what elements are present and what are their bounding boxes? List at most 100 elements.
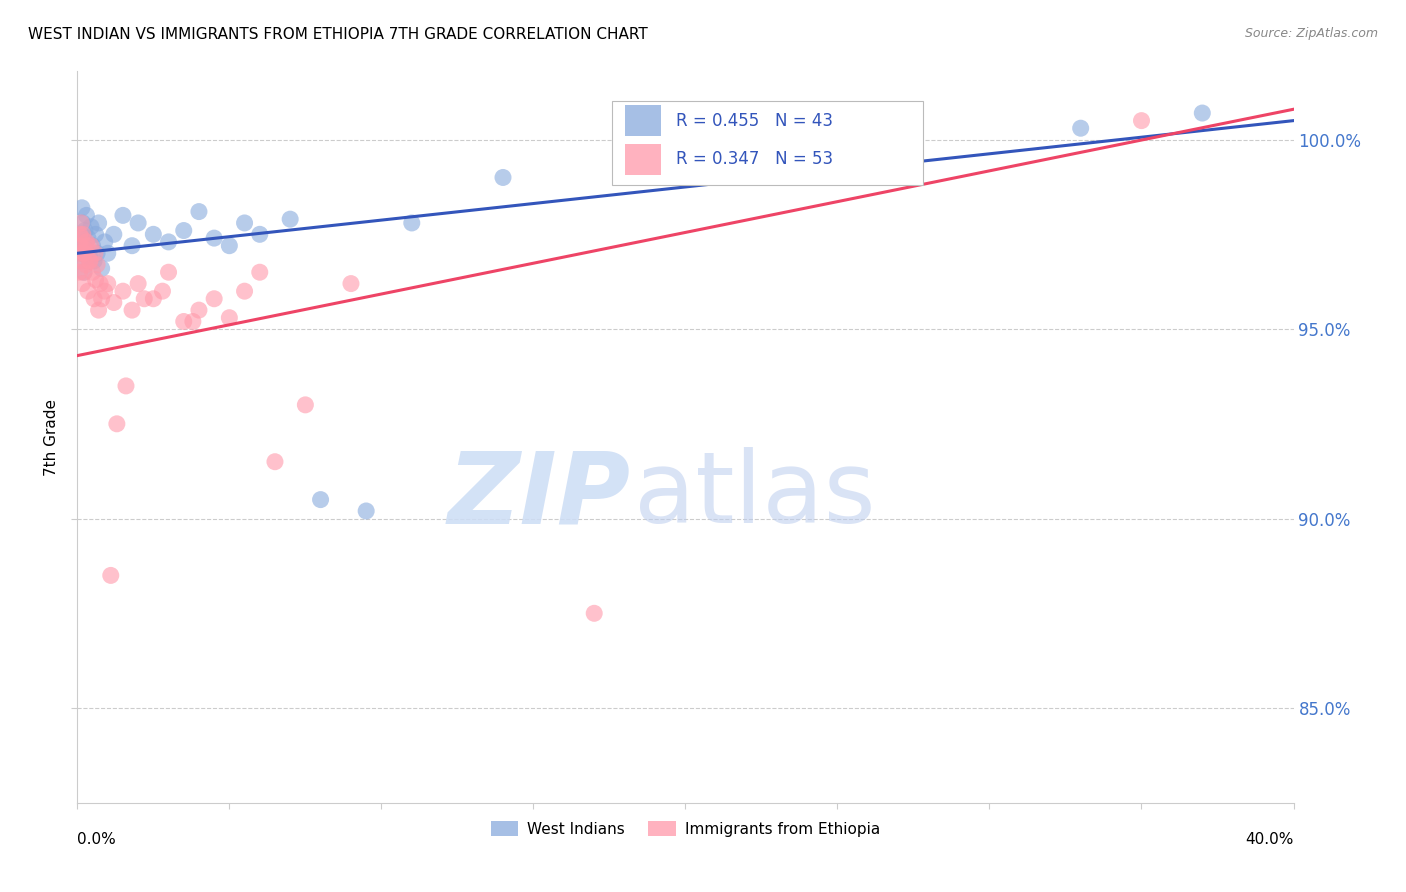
Point bbox=[70, 216, 93, 230]
Point bbox=[73, 265, 96, 279]
Legend: West Indians, Immigrants from Ethiopia: West Indians, Immigrants from Ethiopia bbox=[485, 814, 886, 843]
Point bbox=[69, 253, 91, 268]
Point bbox=[103, 227, 125, 242]
Point bbox=[157, 265, 180, 279]
Point bbox=[84, 227, 107, 242]
Point bbox=[82, 238, 104, 252]
Point bbox=[73, 223, 96, 237]
FancyBboxPatch shape bbox=[624, 105, 661, 136]
Point bbox=[121, 303, 143, 318]
Point bbox=[75, 235, 97, 249]
Text: Source: ZipAtlas.com: Source: ZipAtlas.com bbox=[1244, 27, 1378, 40]
Point bbox=[233, 216, 256, 230]
Point bbox=[72, 246, 94, 260]
Point bbox=[111, 208, 134, 222]
Point bbox=[69, 265, 91, 279]
Point bbox=[77, 231, 100, 245]
Point bbox=[249, 227, 271, 242]
Point bbox=[72, 216, 94, 230]
Point bbox=[188, 303, 211, 318]
Point bbox=[100, 568, 122, 582]
Point bbox=[90, 292, 112, 306]
Point bbox=[354, 504, 377, 518]
Point bbox=[93, 284, 115, 298]
Point bbox=[67, 246, 90, 260]
Point bbox=[142, 227, 165, 242]
Point bbox=[675, 125, 697, 139]
Point bbox=[93, 235, 115, 249]
Point bbox=[887, 113, 910, 128]
Point bbox=[309, 492, 332, 507]
Point bbox=[105, 417, 128, 431]
Point bbox=[233, 284, 256, 298]
Point bbox=[218, 310, 240, 325]
Point bbox=[97, 277, 120, 291]
Point bbox=[83, 292, 105, 306]
FancyBboxPatch shape bbox=[613, 101, 922, 185]
Text: 40.0%: 40.0% bbox=[1246, 832, 1294, 847]
Point bbox=[294, 398, 316, 412]
Point bbox=[69, 238, 91, 252]
Point bbox=[76, 238, 98, 252]
Point bbox=[79, 253, 101, 268]
Point bbox=[75, 258, 97, 272]
Point bbox=[97, 246, 120, 260]
FancyBboxPatch shape bbox=[624, 144, 661, 175]
Point bbox=[492, 170, 515, 185]
Point bbox=[218, 238, 240, 252]
Point bbox=[90, 261, 112, 276]
Point bbox=[115, 379, 138, 393]
Point bbox=[249, 265, 271, 279]
Point bbox=[89, 277, 111, 291]
Text: ZIP: ZIP bbox=[447, 447, 631, 544]
Text: WEST INDIAN VS IMMIGRANTS FROM ETHIOPIA 7TH GRADE CORRELATION CHART: WEST INDIAN VS IMMIGRANTS FROM ETHIOPIA … bbox=[28, 27, 648, 42]
Point bbox=[157, 235, 180, 249]
Point bbox=[1130, 113, 1153, 128]
Point bbox=[202, 231, 225, 245]
Text: 0.0%: 0.0% bbox=[77, 832, 117, 847]
Point bbox=[86, 246, 108, 260]
Point bbox=[79, 250, 101, 264]
Point bbox=[73, 243, 96, 257]
Point bbox=[84, 273, 107, 287]
Point bbox=[1070, 121, 1092, 136]
Point bbox=[111, 284, 134, 298]
Point bbox=[72, 235, 94, 249]
Point bbox=[87, 303, 110, 318]
Point bbox=[80, 238, 103, 252]
Point bbox=[87, 216, 110, 230]
Point bbox=[69, 227, 91, 242]
Point bbox=[1191, 106, 1213, 120]
Point bbox=[69, 227, 91, 242]
Point bbox=[70, 231, 93, 245]
Point bbox=[82, 265, 104, 279]
Point bbox=[80, 219, 103, 234]
Point bbox=[181, 314, 204, 328]
Point bbox=[75, 208, 97, 222]
Point bbox=[73, 246, 96, 260]
Text: R = 0.347   N = 53: R = 0.347 N = 53 bbox=[676, 150, 832, 169]
Point bbox=[340, 277, 363, 291]
Point bbox=[83, 253, 105, 268]
Text: atlas: atlas bbox=[634, 447, 876, 544]
Point bbox=[134, 292, 156, 306]
Point bbox=[127, 277, 149, 291]
Point bbox=[67, 238, 90, 252]
Point bbox=[188, 204, 211, 219]
Point bbox=[152, 284, 174, 298]
Point bbox=[75, 243, 97, 257]
Point bbox=[72, 277, 94, 291]
Point bbox=[70, 253, 93, 268]
Point bbox=[84, 246, 107, 260]
Point bbox=[173, 314, 195, 328]
Point bbox=[583, 607, 606, 621]
Y-axis label: 7th Grade: 7th Grade bbox=[44, 399, 59, 475]
Point bbox=[72, 227, 94, 242]
Point bbox=[142, 292, 165, 306]
Point bbox=[79, 253, 101, 268]
Point bbox=[70, 246, 93, 260]
Point bbox=[121, 238, 143, 252]
Point bbox=[401, 216, 423, 230]
Point bbox=[73, 265, 96, 279]
Point bbox=[202, 292, 225, 306]
